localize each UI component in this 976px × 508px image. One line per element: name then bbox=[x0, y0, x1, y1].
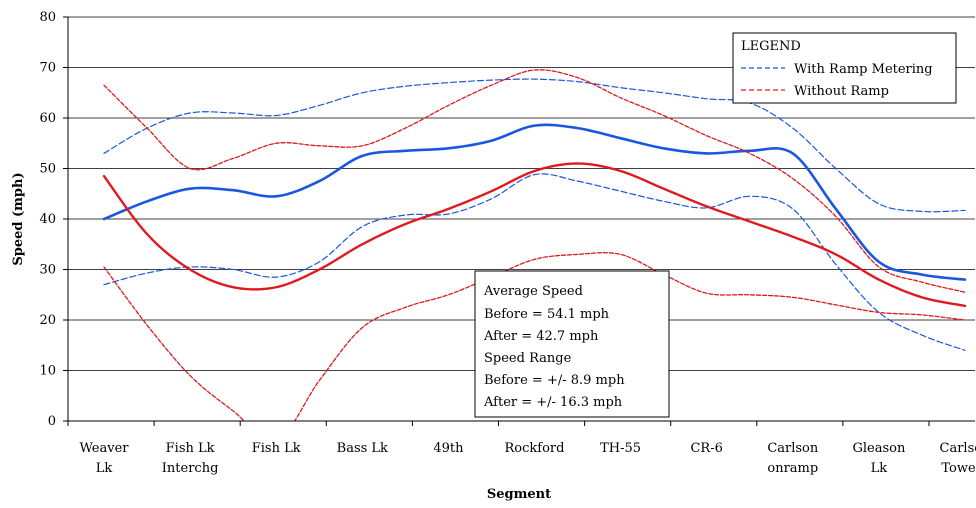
legend-label-with: With Ramp Metering bbox=[794, 62, 933, 77]
legend-title: LEGEND bbox=[741, 39, 801, 54]
annotation-line: After = 42.7 mph bbox=[483, 329, 599, 344]
series-with-average bbox=[102, 123, 967, 281]
series-without-upper bbox=[103, 69, 966, 293]
x-tick-label: Carlson onramp bbox=[767, 441, 819, 476]
x-tick-label: CarlsonTowers bbox=[940, 441, 976, 476]
series-lines bbox=[102, 69, 967, 421]
y-tick-label: 70 bbox=[39, 61, 56, 76]
x-tick-label: Fish Lk bbox=[252, 441, 301, 456]
series-without-lower bbox=[103, 252, 966, 421]
legend-box bbox=[732, 32, 957, 104]
y-tick-label: 60 bbox=[39, 111, 56, 126]
x-tick-label: 49th bbox=[433, 441, 464, 456]
series-with-upper bbox=[103, 78, 966, 213]
legend-label-without: Without Ramp bbox=[794, 84, 889, 99]
annotation-box bbox=[474, 270, 670, 418]
annotation-line: Before = 54.1 mph bbox=[484, 307, 610, 322]
annotation-line: Before = +/- 8.9 mph bbox=[484, 373, 625, 388]
x-tick-label: TH-55 bbox=[600, 441, 641, 456]
legend: LEGEND With Ramp Metering Without Ramp bbox=[732, 32, 957, 104]
x-axis-title: Segment bbox=[487, 487, 551, 502]
y-tick-label: 10 bbox=[39, 364, 56, 379]
y-tick-label: 50 bbox=[39, 162, 56, 177]
x-tick-label: Rockford bbox=[505, 441, 565, 456]
x-tick-label: Fish Lk Interchg bbox=[162, 441, 219, 476]
y-tick-label: 40 bbox=[39, 212, 56, 227]
x-tick-labels: Weaver Lk Fish Lk Interchg Fish Lk Bass Lk 49t… bbox=[67, 421, 976, 476]
series-with-lower bbox=[103, 173, 966, 351]
y-axis-title: Speed (mph) bbox=[11, 172, 26, 265]
y-tick-label: 30 bbox=[39, 263, 56, 278]
x-tick-label: Bass Lk bbox=[337, 441, 388, 456]
summary-annotation: Average Speed Before = 54.1 mph After = … bbox=[474, 270, 670, 418]
y-tick-label: 20 bbox=[39, 313, 56, 328]
annotation-line: Speed Range bbox=[484, 351, 572, 366]
y-tick-labels: 0 10 20 30 40 50 60 70 80 bbox=[39, 10, 68, 429]
x-tick-label: CR-6 bbox=[690, 441, 722, 456]
x-tick-label: Weaver Lk bbox=[80, 441, 130, 476]
series-without-average bbox=[102, 162, 967, 308]
y-tick-label: 0 bbox=[48, 414, 56, 429]
x-tick-label: Gleason Lk bbox=[852, 441, 905, 476]
y-tick-label: 80 bbox=[39, 10, 56, 25]
annotation-line: Average Speed bbox=[483, 284, 583, 299]
gridlines bbox=[68, 16, 975, 371]
annotation-line: After = +/- 16.3 mph bbox=[483, 395, 623, 410]
